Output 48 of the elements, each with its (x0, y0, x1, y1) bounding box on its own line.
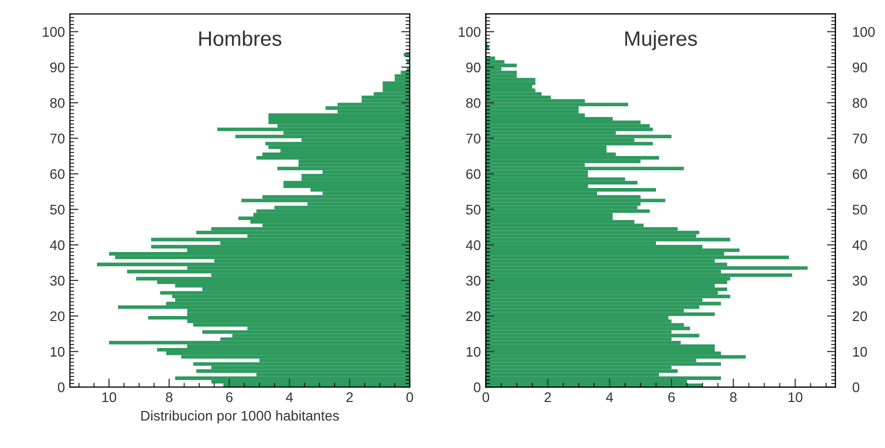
y-tick-label: 10 (50, 346, 65, 357)
y2-tick-label: 0 (852, 382, 860, 392)
x-tick-label: 0 (406, 392, 414, 402)
x-tick-label: 2 (346, 392, 353, 402)
y-tick-label: 10 (466, 346, 480, 357)
y-tick-label: 50 (466, 204, 480, 215)
y2-tick-label: 30 (852, 276, 868, 286)
y-tick-label: 0 (58, 382, 65, 392)
text: Mujeres (625, 30, 697, 50)
x-tick-label: 6 (668, 392, 675, 402)
y2-tick-label: 90 (852, 62, 868, 72)
y-tick-label: 20 (466, 311, 480, 322)
x-tick-label: 8 (166, 392, 172, 402)
y-tick-label: 70 (466, 134, 480, 144)
y-tick-label: 100 (42, 26, 65, 37)
x-tick-label: 4 (286, 392, 293, 402)
y-tick-label: 90 (466, 62, 480, 72)
y2-tick-label: 100 (853, 26, 875, 37)
y-tick-label: 90 (50, 62, 65, 72)
text: Hombres (199, 30, 282, 46)
y-tick-label: 80 (50, 98, 65, 108)
x-tick-label: 6 (226, 392, 233, 402)
y-tick-label: 60 (50, 169, 65, 179)
y-tick-label: 0 (474, 382, 480, 392)
y2-tick-label: 60 (852, 169, 868, 179)
y-tick-label: 30 (466, 276, 480, 286)
x-axis-title: Distribucion por 1000 habitantes (141, 410, 339, 424)
x-tick-label: 0 (482, 392, 490, 402)
y2-tick-label: 20 (852, 311, 868, 322)
y-tick-label: 40 (50, 240, 65, 250)
y-tick-label: 70 (50, 134, 65, 144)
x-tick-label: 4 (606, 392, 614, 402)
y2-tick-label: 40 (852, 240, 868, 250)
x-tick-label: 8 (730, 392, 737, 402)
y-tick-label: 100 (458, 26, 480, 37)
y2-tick-label: 50 (852, 204, 868, 215)
y-tick-label: 80 (466, 98, 480, 108)
x-tick-label: 10 (788, 392, 802, 402)
y-tick-label: 40 (466, 240, 480, 250)
y2-tick-label: 80 (852, 98, 868, 108)
y-tick-label: 50 (50, 204, 65, 215)
y2-tick-label: 70 (852, 134, 868, 144)
y-tick-label: 30 (50, 276, 65, 286)
y-tick-label: 60 (466, 169, 480, 179)
y-tick-label: 20 (50, 311, 65, 322)
x-tick-label: 2 (544, 392, 551, 402)
y2-tick-label: 10 (853, 346, 868, 357)
x-tick-label: 10 (102, 392, 116, 402)
